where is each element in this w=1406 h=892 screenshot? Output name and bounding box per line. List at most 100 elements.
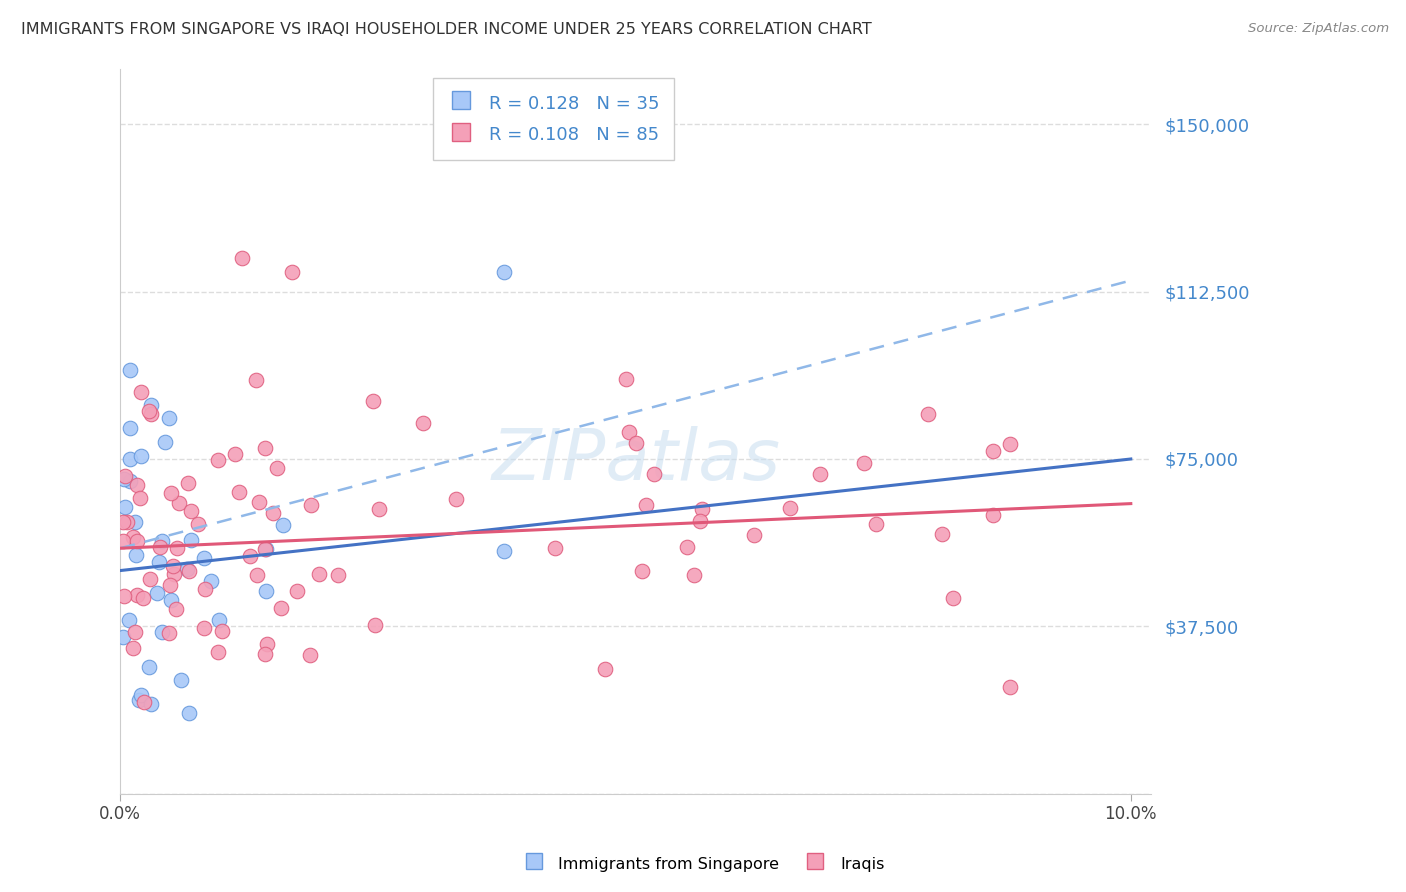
Point [129,449,152,463]
Point [148,555,170,569]
Point [162,558,184,573]
Point [132,591,155,605]
Point [120,475,142,489]
Point [180,504,202,518]
Point [998,680,1021,694]
Point [207,645,229,659]
Point [125,548,148,562]
Point [115,515,138,529]
Point [112,631,135,645]
Point [254,541,277,556]
Point [139,408,162,422]
Point [239,549,262,563]
Point [675,541,697,555]
Point [129,491,152,506]
Point [139,572,162,586]
Point [690,502,713,516]
Point [624,436,647,450]
Point [298,648,321,662]
Point [245,373,267,387]
Point [125,588,148,602]
Point [170,673,193,687]
Point [256,637,278,651]
Point [112,515,135,529]
Point [193,550,215,565]
Point [208,613,231,627]
Point [138,404,160,418]
Point [285,583,308,598]
Point [200,574,222,588]
Point [281,264,304,278]
Point [368,501,391,516]
Point [121,640,143,655]
Point [146,586,169,600]
Point [865,516,887,531]
Point [120,452,142,467]
Point [254,647,277,661]
Point [630,564,652,578]
Point [299,498,322,512]
Point [160,486,183,500]
Point [981,508,1004,522]
Point [193,621,215,635]
Point [634,499,657,513]
Point [254,441,277,455]
Point [364,617,387,632]
Point [129,385,152,400]
Point [157,626,180,640]
Point [127,534,149,549]
Point [150,534,173,549]
Point [231,251,253,265]
Point [224,447,246,461]
Point [254,584,277,599]
Point [361,394,384,409]
Point [112,533,135,548]
Point [163,567,186,582]
Point [118,614,141,628]
Point [176,475,198,490]
Point [328,567,350,582]
Point [262,506,284,520]
Point [120,421,142,435]
Point [157,411,180,425]
Point [494,544,516,558]
Point [166,541,188,555]
Point [931,526,953,541]
Point [544,541,567,556]
Point [129,689,152,703]
Point [194,582,217,597]
Point [179,706,201,721]
Point [270,601,292,615]
Point [689,514,711,528]
Point [742,527,765,541]
Point [124,625,146,640]
Point [128,692,150,706]
Point [942,591,965,605]
Point [155,435,177,450]
Point [207,453,229,467]
Point [998,437,1021,451]
Legend: R = 0.128   N = 35, R = 0.108   N = 85: R = 0.128 N = 35, R = 0.108 N = 85 [433,78,673,160]
Point [120,363,142,377]
Point [271,518,294,533]
Point [114,500,136,514]
Text: ZIPatlas: ZIPatlas [491,425,780,494]
Point [134,695,156,709]
Point [139,399,162,413]
Point [211,624,233,638]
Point [981,444,1004,458]
Point [779,500,801,515]
Point [159,593,181,607]
Point [266,461,288,475]
Point [917,407,939,421]
Point [114,472,136,486]
Point [165,602,187,616]
Point [595,662,617,676]
Point [127,478,149,492]
Point [853,456,876,470]
Point [643,467,665,481]
Point [152,625,174,640]
Point [446,492,468,507]
Point [187,516,209,531]
Point [246,567,269,582]
